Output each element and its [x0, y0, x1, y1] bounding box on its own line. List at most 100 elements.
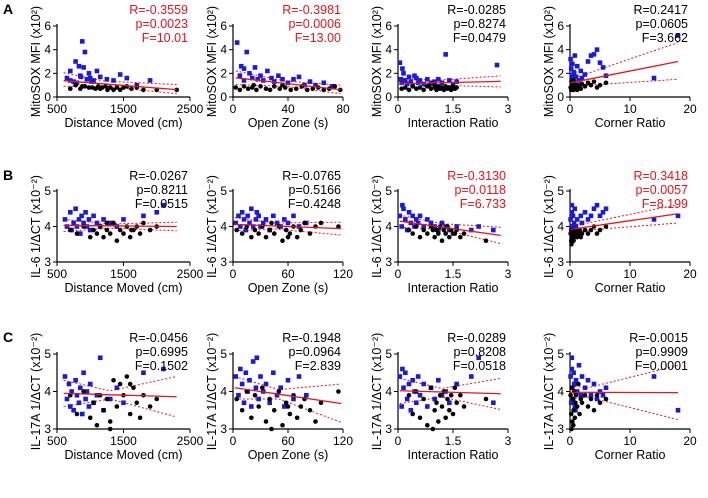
data-point-black — [577, 227, 582, 233]
data-point-blue — [73, 377, 78, 383]
y-tick-label: 5 — [557, 347, 564, 361]
data-point-blue — [585, 59, 591, 64]
data-point-black — [578, 234, 584, 240]
regression-line — [570, 213, 679, 230]
stat-r: R=-0.0456 — [129, 331, 188, 345]
data-point-blue — [574, 389, 580, 394]
data-point-black — [147, 227, 153, 233]
data-point-black — [403, 85, 408, 90]
y-tick-label: 0 — [557, 90, 564, 104]
data-point-blue — [568, 400, 574, 406]
data-point-blue — [591, 381, 597, 387]
data-point-black — [576, 381, 581, 387]
data-point-blue — [282, 217, 287, 222]
data-point-blue — [285, 377, 291, 383]
data-point-blue — [256, 396, 261, 402]
data-point-blue — [141, 213, 146, 219]
y-tick-label: 4 — [220, 385, 227, 399]
data-point-blue — [572, 404, 578, 409]
data-point-black — [244, 389, 250, 394]
data-point-blue — [254, 355, 260, 361]
data-point-black — [421, 227, 426, 233]
stat-f: F=0.4248 — [288, 197, 341, 211]
data-point-blue — [134, 82, 140, 88]
data-point-blue — [79, 39, 85, 44]
data-point-black — [97, 224, 103, 229]
data-point-blue — [329, 84, 335, 89]
x-tick-label: 0 — [567, 267, 574, 281]
data-point-blue — [154, 210, 160, 215]
data-point-black — [302, 220, 307, 226]
y-tick-label: 3 — [44, 255, 51, 269]
data-point-black — [263, 86, 269, 92]
data-point-black — [124, 374, 130, 379]
data-point-black — [307, 407, 313, 413]
data-point-black — [287, 231, 293, 236]
data-point-blue — [253, 385, 259, 391]
y-axis-label: MitoSOX MFI (x10²) — [542, 6, 556, 117]
data-point-black — [571, 407, 576, 413]
data-point-blue — [570, 213, 576, 219]
data-point-black — [461, 404, 467, 409]
data-point-blue — [241, 217, 247, 222]
data-point-blue — [410, 213, 415, 219]
y-tick-label: 6 — [44, 19, 51, 33]
data-point-black — [280, 238, 285, 243]
data-point-blue — [585, 377, 591, 383]
data-point-black — [249, 234, 254, 240]
data-point-blue — [244, 49, 250, 55]
data-point-black — [414, 86, 419, 92]
panel-b3: 3 4 5 0 1.5 3 Interaction Ratio IL-6 1/ΔCT (x10… — [370, 169, 512, 295]
data-point-black — [294, 415, 300, 421]
data-point-black — [269, 220, 274, 226]
data-point-blue — [579, 374, 585, 379]
data-point-black — [574, 234, 580, 240]
data-point-blue — [572, 53, 578, 58]
data-point-blue — [73, 206, 78, 212]
y-tick-label: 4 — [557, 43, 564, 57]
data-point-black — [428, 86, 434, 92]
data-point-black — [104, 396, 110, 402]
data-point-black — [430, 227, 436, 233]
data-point-black — [131, 385, 136, 391]
data-point-blue — [117, 72, 123, 77]
data-point-blue — [307, 79, 313, 84]
data-point-blue — [291, 76, 296, 82]
data-point-blue — [265, 68, 270, 74]
data-point-blue — [403, 217, 408, 222]
data-point-blue — [111, 78, 116, 83]
data-point-blue — [313, 82, 318, 88]
data-point-black — [569, 241, 574, 247]
data-point-blue — [399, 80, 404, 86]
stat-f: F=2.839 — [295, 359, 341, 373]
data-point-blue — [82, 49, 88, 55]
data-point-blue — [428, 220, 434, 226]
x-tick-label: 20 — [683, 434, 697, 448]
stat-p: p=0.5166 — [289, 183, 342, 197]
data-point-black — [434, 227, 439, 233]
x-axis-label: Distance Moved (cm) — [64, 281, 182, 295]
data-point-blue — [414, 217, 419, 222]
data-point-blue — [594, 202, 600, 208]
stat-p: p=0.0057 — [636, 183, 689, 197]
data-point-black — [105, 87, 110, 93]
data-point-blue — [491, 227, 496, 233]
stat-p: p=0.6995 — [136, 345, 189, 359]
data-point-blue — [141, 370, 146, 376]
stat-r: R=-0.1948 — [282, 331, 341, 345]
data-point-black — [461, 231, 467, 236]
data-point-blue — [588, 53, 594, 58]
data-point-black — [154, 396, 160, 402]
data-point-blue — [86, 217, 92, 222]
data-point-black — [318, 220, 324, 226]
x-axis-label: Interaction Ratio — [407, 116, 498, 130]
data-point-black — [439, 404, 445, 409]
data-point-black — [336, 224, 341, 229]
data-point-blue — [62, 217, 68, 222]
data-point-black — [74, 411, 80, 417]
data-point-black — [432, 234, 437, 240]
data-point-blue — [568, 56, 573, 62]
data-point-blue — [77, 385, 83, 391]
data-point-black — [441, 87, 447, 93]
data-point-black — [573, 392, 579, 398]
